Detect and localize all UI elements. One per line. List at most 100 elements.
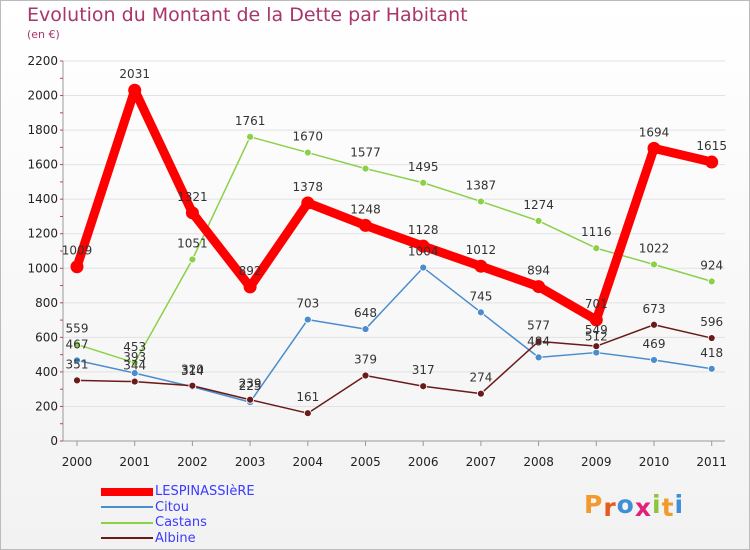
y-tick-label: 800 [35,296,58,310]
x-tick-label: 2000 [62,455,93,469]
data-point [188,255,197,264]
series-line [76,136,713,364]
data-label: 393 [123,350,146,364]
data-point [476,197,485,206]
data-label: 1495 [408,160,439,174]
data-label: 559 [66,321,89,335]
data-label: 1009 [62,244,93,258]
x-tick-label: 2002 [177,455,208,469]
data-label: 453 [123,340,146,354]
data-label: 1577 [350,146,381,160]
data-label: 1694 [639,125,670,139]
data-point [73,340,81,349]
data-label: 418 [700,346,723,360]
series-line [76,324,713,414]
data-label: 1615 [696,139,727,153]
y-tick-label: 1400 [27,192,58,206]
data-point [534,337,543,346]
data-point [534,217,543,225]
data-label: 161 [296,390,319,404]
data-point [243,280,257,294]
y-tick-label: 400 [35,365,58,379]
data-label: 701 [585,297,608,311]
data-point [474,259,488,273]
data-point [534,353,543,362]
data-point [301,196,315,210]
chart-title: Evolution du Montant de la Dette par Hab… [27,4,468,26]
data-point [361,371,370,380]
data-label: 1387 [466,178,497,192]
data-point [707,334,716,342]
y-tick-label: 1000 [27,261,58,275]
proxiti-logo: Proxiti [584,490,685,522]
data-point [185,206,199,220]
x-tick-label: 2011 [696,455,727,469]
series-line [72,85,717,325]
data-point [303,148,312,157]
legend-item: Citou [101,500,255,516]
data-point [592,348,601,357]
data-label: 892 [239,264,262,278]
legend-item: Castans [101,515,255,531]
data-point [128,83,142,97]
series-lespinassière [70,83,719,327]
legend: LESPINASSIèRE Citou Castans Albine [101,484,255,546]
data-label: 549 [585,323,608,337]
legend-item: Albine [101,531,255,547]
data-label: 648 [354,306,377,320]
legend-swatch [101,521,153,524]
data-point [419,382,428,391]
data-label: 1761 [235,114,266,128]
data-label: 1670 [293,130,324,144]
data-label: 1248 [350,202,381,216]
data-point [419,263,428,272]
data-point [705,155,719,169]
data-point [303,315,312,324]
data-label: 703 [296,297,319,311]
data-label: 1378 [293,180,324,194]
x-tick-label: 2008 [523,455,554,469]
data-point [476,389,485,398]
legend-label: Albine [155,530,196,546]
data-label: 317 [412,363,435,377]
x-tick-label: 2006 [408,455,439,469]
data-point [707,364,716,373]
y-tick-label: 600 [35,330,58,344]
x-tick-label: 2001 [119,455,150,469]
data-point [130,369,139,378]
data-point [188,381,197,390]
data-label: 225 [239,379,262,393]
data-label: 1321 [177,190,208,204]
data-point [361,164,370,173]
y-tick-label: 2000 [27,89,58,103]
data-point [419,178,428,187]
data-point [589,313,603,327]
legend-swatch [101,537,153,540]
data-point [70,260,84,274]
data-point [476,308,485,317]
data-point [647,141,661,155]
data-label: 1012 [466,243,497,257]
data-label: 239 [239,377,262,391]
data-label: 320 [181,363,204,377]
x-tick-label: 2007 [466,455,497,469]
x-tick-label: 2003 [235,455,266,469]
data-label: 673 [643,302,666,316]
data-label: 314 [181,364,204,378]
data-label: 469 [643,337,666,351]
y-tick-label: 2200 [27,54,58,68]
legend-label: Castans [155,515,207,531]
data-label: 1051 [177,236,208,250]
data-label: 274 [469,371,492,385]
data-label: 1128 [408,223,439,237]
data-point [592,342,601,351]
data-label: 512 [585,330,608,344]
x-tick-label: 2004 [293,455,324,469]
legend-label: LESPINASSIèRE [155,484,255,500]
legend-item: LESPINASSIèRE [101,484,255,500]
legend-label: Citou [155,499,189,515]
data-point [707,277,716,286]
data-label: 1004 [408,245,439,259]
